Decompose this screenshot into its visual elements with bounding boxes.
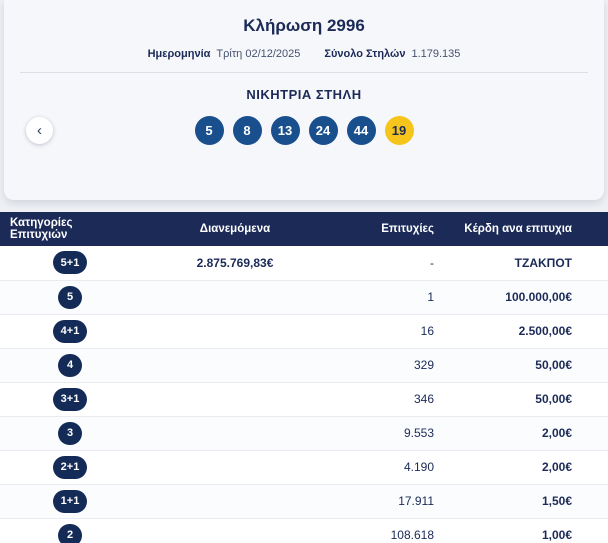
date-value: Τρίτη 02/12/2025 [216, 48, 301, 60]
category-badge: 3 [58, 421, 82, 445]
table-row: 3 9.553 2,00€ [0, 416, 608, 451]
distributed-cell [140, 314, 330, 349]
wins-cell: 16 [330, 314, 450, 349]
distributed-cell [140, 382, 330, 417]
wins-cell: 346 [330, 382, 450, 417]
prize-cell: 50,00€ [450, 382, 608, 417]
category-badge: 5 [58, 285, 82, 309]
wins-cell: 9.553 [330, 416, 450, 451]
header-prize: Κέρδη ανα επιτυχια [450, 212, 608, 246]
winning-column-title: ΝΙΚΗΤΡΙΑ ΣΤΗΛΗ [246, 87, 362, 102]
table-row: 5+1 2.875.769,83€ - ΤΖΑΚΠΟΤ [0, 246, 608, 281]
winning-numbers-row: ‹ 5 8 13 24 44 19 [4, 116, 604, 146]
distributed-cell [140, 450, 330, 485]
winning-number-ball: 8 [232, 116, 262, 145]
prize-cell: 1,00€ [450, 518, 608, 543]
table-row: 4+1 16 2.500,00€ [0, 314, 608, 349]
category-badge: 4 [58, 353, 82, 377]
joker-number-ball: 19 [384, 116, 414, 145]
table-row: 2+1 4.190 2,00€ [0, 450, 608, 485]
distributed-cell [140, 518, 330, 543]
divider [20, 72, 588, 73]
prize-cell: 2,00€ [450, 416, 608, 451]
table-row: 2 108.618 1,00€ [0, 518, 608, 543]
distributed-cell [140, 416, 330, 451]
header-categories: Κατηγορίες Επιτυχιών [0, 212, 140, 246]
category-badge: 3+1 [52, 387, 88, 411]
table-row: 4 329 50,00€ [0, 348, 608, 383]
results-table: Κατηγορίες Επιτυχιών Διανεμόμενα Επιτυχί… [0, 212, 608, 543]
prize-cell: 1,50€ [450, 484, 608, 519]
distributed-cell: 2.875.769,83€ [140, 246, 330, 281]
winning-numbers: 5 8 13 24 44 19 [4, 116, 604, 145]
results-table-body: 5+1 2.875.769,83€ - ΤΖΑΚΠΟΤ 5 1 100.000,… [0, 246, 608, 543]
draw-meta: Ημερομηνία Τρίτη 02/12/2025 Σύνολο Στηλώ… [4, 48, 604, 60]
table-row: 5 1 100.000,00€ [0, 280, 608, 315]
category-badge: 4+1 [52, 319, 88, 343]
category-badge: 5+1 [52, 251, 88, 275]
draw-summary-card: Κλήρωση 2996 Ημερομηνία Τρίτη 02/12/2025… [4, 0, 604, 200]
wins-cell: 17.911 [330, 484, 450, 519]
wins-cell: - [330, 246, 450, 281]
category-badge: 2 [58, 523, 82, 543]
table-row: 1+1 17.911 1,50€ [0, 484, 608, 519]
date-label: Ημερομηνία [147, 48, 211, 60]
columns-label: Σύνολο Στηλών [324, 48, 406, 60]
wins-cell: 4.190 [330, 450, 450, 485]
wins-cell: 329 [330, 348, 450, 383]
category-badge: 1+1 [52, 489, 88, 513]
wins-cell: 108.618 [330, 518, 450, 543]
prize-cell: 50,00€ [450, 348, 608, 383]
winning-number-ball: 5 [194, 116, 224, 145]
header-wins: Επιτυχίες [330, 212, 450, 246]
header-distributed: Διανεμόμενα [140, 212, 330, 246]
prize-cell: 100.000,00€ [450, 280, 608, 315]
category-badge: 2+1 [52, 455, 88, 479]
prize-cell: 2,00€ [450, 450, 608, 485]
winning-number-ball: 44 [346, 116, 376, 145]
distributed-cell [140, 484, 330, 519]
page-title: Κλήρωση 2996 [243, 16, 365, 35]
winning-number-ball: 24 [308, 116, 338, 145]
table-row: 3+1 346 50,00€ [0, 382, 608, 417]
distributed-cell [140, 280, 330, 315]
wins-cell: 1 [330, 280, 450, 315]
results-table-header: Κατηγορίες Επιτυχιών Διανεμόμενα Επιτυχί… [0, 212, 608, 246]
previous-draw-button[interactable]: ‹ [26, 117, 53, 144]
prize-cell: ΤΖΑΚΠΟΤ [450, 246, 608, 281]
winning-number-ball: 13 [270, 116, 300, 145]
columns-value: 1.179.135 [411, 48, 461, 60]
prize-cell: 2.500,00€ [450, 314, 608, 349]
distributed-cell [140, 348, 330, 383]
